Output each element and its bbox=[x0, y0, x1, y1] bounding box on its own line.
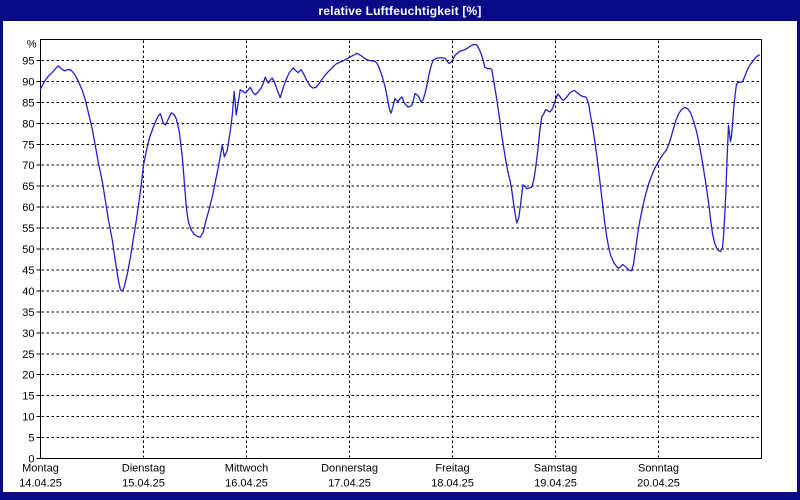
humidity-series-line bbox=[39, 43, 761, 292]
date-label: 16.04.25 bbox=[225, 478, 268, 490]
y-axis-label: 25 bbox=[22, 349, 34, 361]
date-label: 14.04.25 bbox=[19, 478, 62, 490]
y-axis-label: 15 bbox=[22, 391, 34, 403]
chart-area: 0 5 10 15 20 25 30 35 40 45 50 55 60 65 70 75 80 85 90 95% M… bbox=[3, 21, 797, 492]
date-label: 20.04.25 bbox=[637, 478, 680, 490]
y-axis-label: 85 bbox=[22, 97, 34, 109]
y-axis-label: 50 bbox=[22, 244, 34, 256]
y-axis-unit-label: % bbox=[27, 39, 37, 51]
bottom-bar bbox=[0, 492, 800, 500]
y-axis-label: 65 bbox=[22, 181, 34, 193]
title-bar: relative Luftfeuchtigkeit [%] bbox=[0, 0, 800, 21]
y-axis-label: 80 bbox=[22, 118, 34, 130]
day-label: Dienstag bbox=[122, 463, 165, 475]
y-axis-label: 0 bbox=[28, 454, 34, 466]
y-axis-label: 70 bbox=[22, 160, 34, 172]
y-axis-label: 35 bbox=[22, 307, 34, 319]
y-axis-label: 75 bbox=[22, 139, 34, 151]
date-label: 18.04.25 bbox=[431, 478, 474, 490]
y-axis-label: 45 bbox=[22, 265, 34, 277]
day-label: Montag bbox=[22, 463, 59, 475]
humidity-line-chart: 0 5 10 15 20 25 30 35 40 45 50 55 60 65 70 75 80 85 90 95% M… bbox=[19, 39, 762, 490]
y-axis-label: 55 bbox=[22, 223, 34, 235]
date-label: 15.04.25 bbox=[122, 478, 165, 490]
y-axis-label: 5 bbox=[28, 433, 34, 445]
date-label: 17.04.25 bbox=[328, 478, 371, 490]
day-label: Mittwoch bbox=[225, 463, 268, 475]
day-label: Donnerstag bbox=[321, 463, 378, 475]
day-label: Freitag bbox=[435, 463, 469, 475]
day-label: Sonntag bbox=[638, 463, 679, 475]
day-label: Samstag bbox=[534, 463, 577, 475]
y-axis-label: 10 bbox=[22, 412, 34, 424]
window-title: relative Luftfeuchtigkeit [%] bbox=[318, 3, 482, 18]
y-axis-label: 90 bbox=[22, 76, 34, 88]
y-axis-label: 95 bbox=[22, 55, 34, 67]
date-label: 19.04.25 bbox=[534, 478, 577, 490]
y-axis-label: 30 bbox=[22, 328, 34, 340]
y-axis-label: 60 bbox=[22, 202, 34, 214]
y-axis-label: 40 bbox=[22, 286, 34, 298]
y-axis-label: 20 bbox=[22, 370, 34, 382]
